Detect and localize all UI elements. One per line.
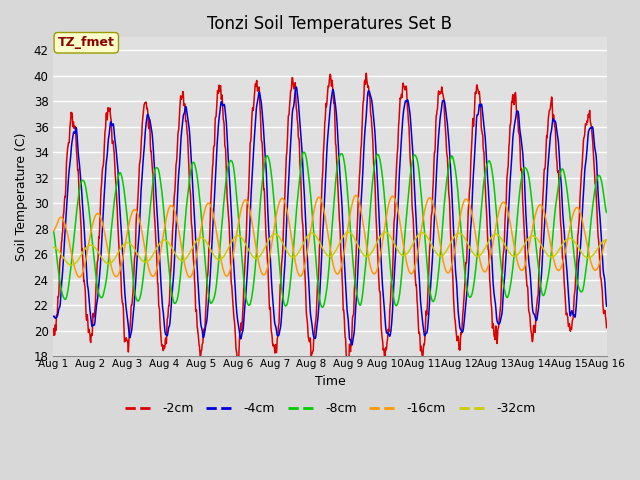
X-axis label: Time: Time [315,375,346,388]
Y-axis label: Soil Temperature (C): Soil Temperature (C) [15,132,28,261]
Title: Tonzi Soil Temperatures Set B: Tonzi Soil Temperatures Set B [207,15,452,33]
Text: TZ_fmet: TZ_fmet [58,36,115,49]
Legend: -2cm, -4cm, -8cm, -16cm, -32cm: -2cm, -4cm, -8cm, -16cm, -32cm [120,397,540,420]
